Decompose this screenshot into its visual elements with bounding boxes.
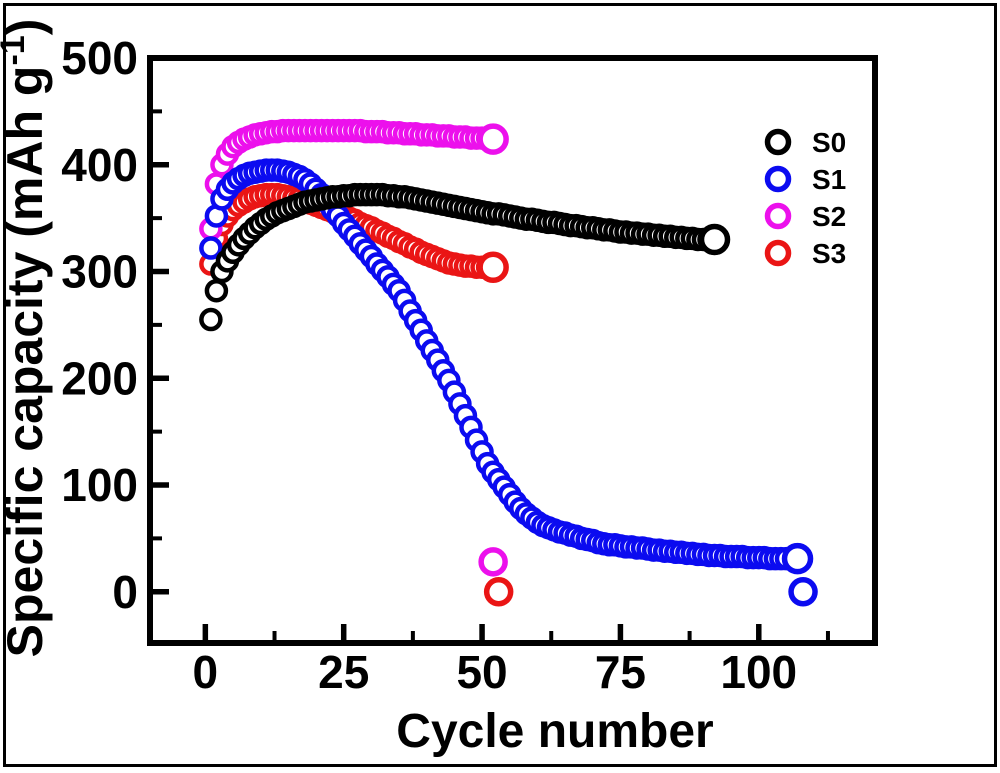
x-tick-label: 100 bbox=[720, 646, 797, 698]
x-tick-label: 50 bbox=[456, 646, 507, 698]
legend-label-S0: S0 bbox=[812, 127, 846, 158]
y-axis: 0 100 200 300 400 500 bbox=[61, 32, 169, 618]
series-S2 bbox=[199, 118, 509, 577]
legend-label-S1: S1 bbox=[812, 164, 846, 195]
series-S2-outlier-point bbox=[478, 547, 508, 577]
plot-frame bbox=[147, 55, 878, 646]
series-S1-end-marker bbox=[781, 542, 814, 575]
legend-label-S2: S2 bbox=[812, 201, 846, 232]
legend-item-S0: S0 bbox=[764, 127, 846, 158]
legend-item-S2: S2 bbox=[764, 201, 846, 232]
x-tick-label: 75 bbox=[595, 646, 646, 698]
series-S3-outlier-point bbox=[483, 577, 514, 607]
series-S0 bbox=[199, 182, 731, 332]
legend-item-S3: S3 bbox=[764, 238, 846, 269]
y-tick-label: 500 bbox=[61, 32, 138, 84]
legend-item-S1: S1 bbox=[764, 164, 846, 195]
legend: S0 S1 S2 S3 bbox=[764, 127, 846, 269]
data-point-S1 bbox=[199, 236, 223, 260]
legend-marker-S3 bbox=[764, 239, 792, 267]
x-axis: 0 25 50 75 100 bbox=[193, 624, 830, 698]
data-point-S0 bbox=[199, 307, 223, 332]
y-tick-label: 0 bbox=[112, 566, 138, 618]
x-axis-title: Cycle number bbox=[396, 705, 713, 758]
y-tick-label: 400 bbox=[61, 139, 138, 191]
series-S1-outlier-point bbox=[788, 577, 818, 607]
x-tick-label: 25 bbox=[318, 646, 369, 698]
legend-marker-S1 bbox=[764, 165, 792, 193]
x-tick-label: 0 bbox=[193, 646, 219, 698]
y-axis-title: Specific capacity (mAh g-1) bbox=[0, 19, 53, 658]
series-S3-end-marker bbox=[477, 251, 509, 283]
legend-label-S3: S3 bbox=[812, 238, 846, 269]
series-S1 bbox=[199, 158, 818, 607]
legend-marker-S0 bbox=[764, 128, 792, 156]
y-tick-label: 100 bbox=[61, 459, 138, 511]
data-point-S0 bbox=[204, 278, 229, 303]
y-tick-label: 300 bbox=[61, 246, 138, 298]
series-S0-end-marker bbox=[698, 223, 731, 256]
figure-border bbox=[3, 3, 997, 767]
series-S2-end-marker bbox=[477, 123, 509, 155]
y-tick-label: 200 bbox=[61, 352, 138, 404]
legend-marker-S2 bbox=[764, 202, 792, 230]
